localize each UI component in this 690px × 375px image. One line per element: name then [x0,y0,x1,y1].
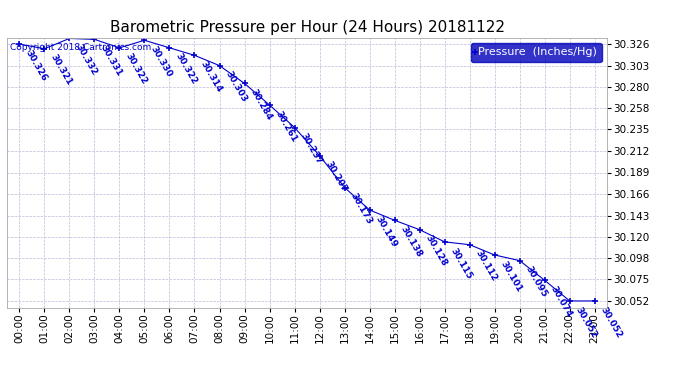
Text: 30.321: 30.321 [48,53,74,87]
Text: 30.052: 30.052 [599,305,624,339]
Text: 30.052: 30.052 [574,305,599,339]
Pressure  (Inches/Hg) [66,36,74,41]
Legend: Pressure  (Inches/Hg): Pressure (Inches/Hg) [471,43,602,62]
Pressure  (Inches/Hg) [391,218,399,223]
Text: 30.149: 30.149 [374,214,399,249]
Pressure  (Inches/Hg) [266,103,274,107]
Pressure  (Inches/Hg) [440,240,449,244]
Pressure  (Inches/Hg) [315,153,324,158]
Pressure  (Inches/Hg) [415,227,424,232]
Pressure  (Inches/Hg) [190,53,199,58]
Pressure  (Inches/Hg) [15,42,23,46]
Text: 30.138: 30.138 [399,225,424,259]
Pressure  (Inches/Hg) [466,243,474,247]
Text: 30.173: 30.173 [348,192,374,226]
Pressure  (Inches/Hg) [591,299,599,303]
Text: 30.112: 30.112 [474,249,499,283]
Pressure  (Inches/Hg) [566,299,574,303]
Pressure  (Inches/Hg) [215,63,224,68]
Text: Copyright 2018 Cartronics.com: Copyright 2018 Cartronics.com [10,43,151,52]
Pressure  (Inches/Hg) [90,37,99,42]
Pressure  (Inches/Hg) [115,46,124,50]
Text: 30.332: 30.332 [74,43,99,77]
Pressure  (Inches/Hg) [491,253,499,257]
Pressure  (Inches/Hg) [290,125,299,130]
Pressure  (Inches/Hg) [40,46,48,51]
Text: 30.095: 30.095 [524,265,549,299]
Pressure  (Inches/Hg) [540,278,549,283]
Title: Barometric Pressure per Hour (24 Hours) 20181122: Barometric Pressure per Hour (24 Hours) … [110,20,504,35]
Pressure  (Inches/Hg) [240,81,248,86]
Text: 30.207: 30.207 [324,160,348,194]
Text: 30.128: 30.128 [424,234,448,268]
Pressure  (Inches/Hg) [340,185,348,190]
Text: 30.074: 30.074 [549,285,574,319]
Text: 30.330: 30.330 [148,45,174,79]
Pressure  (Inches/Hg) [166,46,174,50]
Text: 30.115: 30.115 [448,246,474,280]
Pressure  (Inches/Hg) [366,208,374,212]
Text: 30.101: 30.101 [499,259,524,293]
Line: Pressure  (Inches/Hg): Pressure (Inches/Hg) [16,35,598,305]
Text: 30.284: 30.284 [248,88,274,122]
Text: 30.314: 30.314 [199,60,224,94]
Text: 30.303: 30.303 [224,70,248,104]
Text: 30.322: 30.322 [124,52,148,86]
Text: 30.326: 30.326 [23,48,48,82]
Text: 30.331: 30.331 [99,44,124,78]
Text: 30.261: 30.261 [274,109,299,144]
Text: 30.237: 30.237 [299,132,324,166]
Text: 30.322: 30.322 [174,52,199,86]
Pressure  (Inches/Hg) [515,258,524,263]
Pressure  (Inches/Hg) [140,38,148,43]
